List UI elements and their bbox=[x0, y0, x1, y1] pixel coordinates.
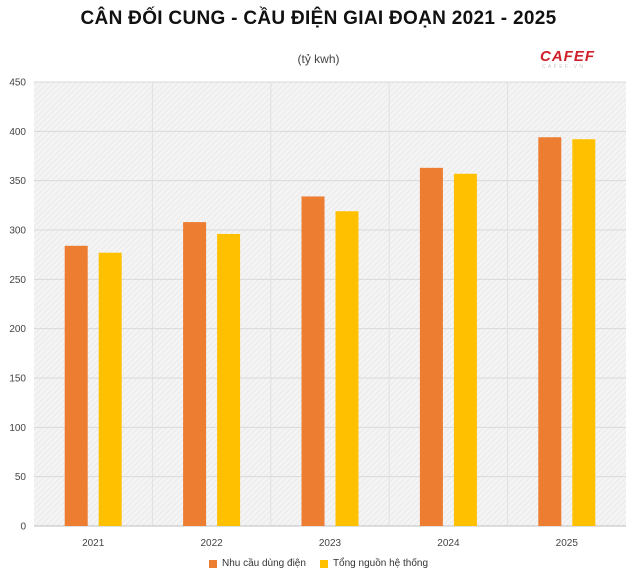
gridlines bbox=[34, 81, 626, 527]
y-tick-label: 400 bbox=[9, 127, 26, 138]
bar-demand-2024 bbox=[419, 167, 443, 526]
y-tick-label: 150 bbox=[9, 374, 26, 385]
bar-demand-2025 bbox=[538, 137, 562, 526]
bar-demand-2022 bbox=[183, 222, 207, 526]
plot-area bbox=[34, 82, 626, 526]
legend-item-supply: Tổng nguồn hệ thống bbox=[319, 558, 429, 569]
x-tick-label-2022: 2022 bbox=[200, 538, 223, 549]
y-tick-label: 200 bbox=[9, 324, 26, 335]
y-tick-label: 100 bbox=[9, 423, 26, 434]
legend-label-demand: Nhu cầu dùng điện bbox=[221, 558, 306, 569]
x-tick-label-2025: 2025 bbox=[556, 538, 579, 549]
bar-demand-2021 bbox=[64, 245, 88, 526]
x-axis-ticks: 2021 2022 2023 2024 2025 bbox=[82, 538, 578, 549]
y-tick-label: 300 bbox=[9, 226, 26, 237]
legend: Nhu cầu dùng điện Tổng nguồn hệ thống bbox=[0, 558, 637, 569]
bar-supply-2025 bbox=[572, 139, 596, 526]
y-tick-label: 350 bbox=[9, 176, 26, 187]
x-tick-label-2021: 2021 bbox=[82, 538, 105, 549]
legend-item-demand: Nhu cầu dùng điện bbox=[208, 558, 306, 569]
bar-supply-2021 bbox=[98, 252, 122, 526]
bar-supply-2024 bbox=[453, 173, 477, 526]
y-tick-label: 250 bbox=[9, 275, 26, 286]
y-tick-label: 0 bbox=[20, 522, 26, 533]
y-tick-label: 450 bbox=[9, 78, 26, 89]
logo-text: CAFEF bbox=[540, 48, 595, 65]
legend-swatch-supply bbox=[319, 559, 328, 568]
y-axis-ticks: 0 50 100 150 200 250 300 350 400 450 bbox=[9, 78, 26, 533]
chart-subtitle: (tỷ kwh) bbox=[297, 52, 340, 66]
legend-label-supply: Tổng nguồn hệ thống bbox=[332, 558, 429, 569]
bar-demand-2023 bbox=[301, 196, 325, 526]
legend-swatch-demand bbox=[208, 559, 217, 568]
y-tick-label: 50 bbox=[15, 472, 27, 483]
chart-title: CÂN ĐỐI CUNG - CẦU ĐIỆN GIAI ĐOẠN 2021 -… bbox=[80, 8, 557, 29]
logo-subtext: CAFEF.VN bbox=[542, 64, 586, 70]
bar-supply-2023 bbox=[335, 211, 359, 526]
bar-supply-2022 bbox=[217, 233, 241, 527]
x-tick-label-2023: 2023 bbox=[319, 538, 342, 549]
bars bbox=[64, 137, 596, 527]
cafef-logo: CAFEF CAFEF.VN bbox=[540, 48, 630, 72]
x-tick-label-2024: 2024 bbox=[437, 538, 460, 549]
